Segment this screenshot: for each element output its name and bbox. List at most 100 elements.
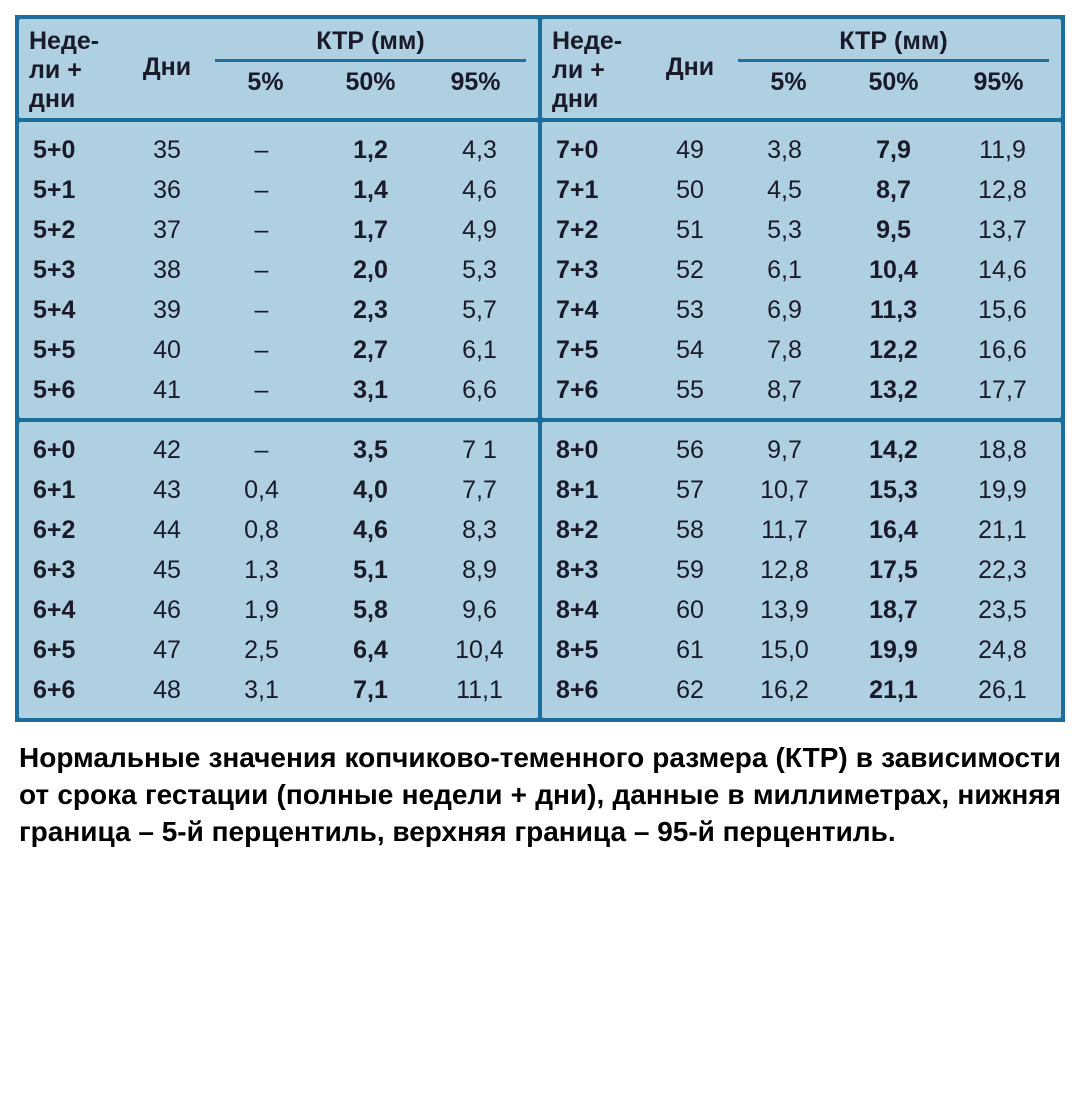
cell-p95: 15,6 xyxy=(948,296,1057,325)
cell-days: 35 xyxy=(127,136,207,165)
cell-p95: 19,9 xyxy=(948,476,1057,505)
cell-p50: 18,7 xyxy=(839,596,948,625)
cell-p5: 0,8 xyxy=(207,516,316,545)
cell-days: 42 xyxy=(127,436,207,465)
cell-weeks: 6+5 xyxy=(23,636,127,665)
cell-weeks: 7+0 xyxy=(546,136,650,165)
cell-p5: 11,7 xyxy=(730,516,839,545)
cell-weeks: 5+1 xyxy=(23,176,127,205)
cell-days: 51 xyxy=(650,216,730,245)
table-row: 6+042–3,57 1 xyxy=(23,430,534,470)
cell-p50: 12,2 xyxy=(839,336,948,365)
cell-p95: 14,6 xyxy=(948,256,1057,285)
cell-p50: 7,9 xyxy=(839,136,948,165)
cell-p50: 1,4 xyxy=(316,176,425,205)
cell-p5: 3,1 xyxy=(207,676,316,705)
cell-p95: 17,7 xyxy=(948,376,1057,405)
cell-days: 56 xyxy=(650,436,730,465)
cell-p50: 9,5 xyxy=(839,216,948,245)
cell-p95: 21,1 xyxy=(948,516,1057,545)
cell-p95: 4,3 xyxy=(425,136,534,165)
cell-days: 40 xyxy=(127,336,207,365)
cell-p95: 12,8 xyxy=(948,176,1057,205)
table-row: 6+1430,44,07,7 xyxy=(23,470,534,510)
table-row: 7+4536,911,315,6 xyxy=(546,290,1057,330)
cell-p50: 11,3 xyxy=(839,296,948,325)
cell-p95: 4,6 xyxy=(425,176,534,205)
cell-p50: 10,4 xyxy=(839,256,948,285)
cell-days: 50 xyxy=(650,176,730,205)
cell-weeks: 7+5 xyxy=(546,336,650,365)
table-row: 5+540–2,76,1 xyxy=(23,330,534,370)
col-header-p95: 95% xyxy=(946,68,1051,97)
cell-p5: 16,2 xyxy=(730,676,839,705)
cell-p5: – xyxy=(207,296,316,325)
cell-p5: 6,1 xyxy=(730,256,839,285)
col-header-p50: 50% xyxy=(318,68,423,97)
table-row: 7+3526,110,414,6 xyxy=(546,250,1057,290)
header-rule xyxy=(738,59,1049,62)
cell-weeks: 7+4 xyxy=(546,296,650,325)
cell-weeks: 8+0 xyxy=(546,436,650,465)
table-row: 8+56115,019,924,8 xyxy=(546,630,1057,670)
cell-weeks: 5+6 xyxy=(23,376,127,405)
cell-p5: – xyxy=(207,256,316,285)
col-header-weeks: Неде- ли + дни xyxy=(546,27,650,113)
cell-days: 59 xyxy=(650,556,730,585)
cell-p95: 7,7 xyxy=(425,476,534,505)
cell-p95: 7 1 xyxy=(425,436,534,465)
cell-p5: 8,7 xyxy=(730,376,839,405)
col-header-days: Дни xyxy=(650,27,730,82)
cell-days: 60 xyxy=(650,596,730,625)
cell-p50: 1,2 xyxy=(316,136,425,165)
cell-days: 39 xyxy=(127,296,207,325)
table-caption: Нормальные значения копчиково-теменного … xyxy=(15,740,1065,851)
cell-weeks: 7+1 xyxy=(546,176,650,205)
cell-p50: 8,7 xyxy=(839,176,948,205)
cell-p50: 5,1 xyxy=(316,556,425,585)
cell-weeks: 6+6 xyxy=(23,676,127,705)
table-row: 7+5547,812,216,6 xyxy=(546,330,1057,370)
cell-p5: 5,3 xyxy=(730,216,839,245)
cell-weeks: 8+2 xyxy=(546,516,650,545)
data-block: 8+0569,714,218,88+15710,715,319,98+25811… xyxy=(542,422,1061,718)
cell-weeks: 8+5 xyxy=(546,636,650,665)
table-row: 7+1504,58,712,8 xyxy=(546,170,1057,210)
cell-p50: 17,5 xyxy=(839,556,948,585)
col-header-p5: 5% xyxy=(213,68,318,97)
cell-weeks: 6+4 xyxy=(23,596,127,625)
data-block: 5+035–1,24,35+136–1,44,65+237–1,74,95+33… xyxy=(19,122,538,418)
cell-p95: 8,3 xyxy=(425,516,534,545)
cell-p50: 15,3 xyxy=(839,476,948,505)
cell-weeks: 7+3 xyxy=(546,256,650,285)
cell-p5: 7,8 xyxy=(730,336,839,365)
table-row: 8+25811,716,421,1 xyxy=(546,510,1057,550)
table-row: 6+5472,56,410,4 xyxy=(23,630,534,670)
table-header: Неде- ли + дни Дни КТР (мм) 5% 50% 95% xyxy=(19,19,538,118)
table-row: 6+4461,95,89,6 xyxy=(23,590,534,630)
cell-p95: 8,9 xyxy=(425,556,534,585)
cell-p50: 3,1 xyxy=(316,376,425,405)
table-row: 6+6483,17,111,1 xyxy=(23,670,534,710)
cell-days: 49 xyxy=(650,136,730,165)
col-header-p95: 95% xyxy=(423,68,528,97)
cell-p50: 1,7 xyxy=(316,216,425,245)
cell-p50: 7,1 xyxy=(316,676,425,705)
cell-days: 61 xyxy=(650,636,730,665)
table-right-panel: Неде- ли + дни Дни КТР (мм) 5% 50% 95% 7… xyxy=(542,19,1061,718)
cell-p50: 21,1 xyxy=(839,676,948,705)
page: Неде- ли + дни Дни КТР (мм) 5% 50% 95% 5… xyxy=(15,15,1065,851)
cell-p95: 11,1 xyxy=(425,676,534,705)
table-row: 5+641–3,16,6 xyxy=(23,370,534,410)
cell-weeks: 7+2 xyxy=(546,216,650,245)
cell-p5: 1,9 xyxy=(207,596,316,625)
cell-p50: 14,2 xyxy=(839,436,948,465)
cell-days: 53 xyxy=(650,296,730,325)
table-row: 8+66216,221,126,1 xyxy=(546,670,1057,710)
cell-p5: – xyxy=(207,436,316,465)
col-header-days: Дни xyxy=(127,27,207,82)
cell-weeks: 5+0 xyxy=(23,136,127,165)
cell-weeks: 6+3 xyxy=(23,556,127,585)
cell-days: 54 xyxy=(650,336,730,365)
col-header-p50: 50% xyxy=(841,68,946,97)
